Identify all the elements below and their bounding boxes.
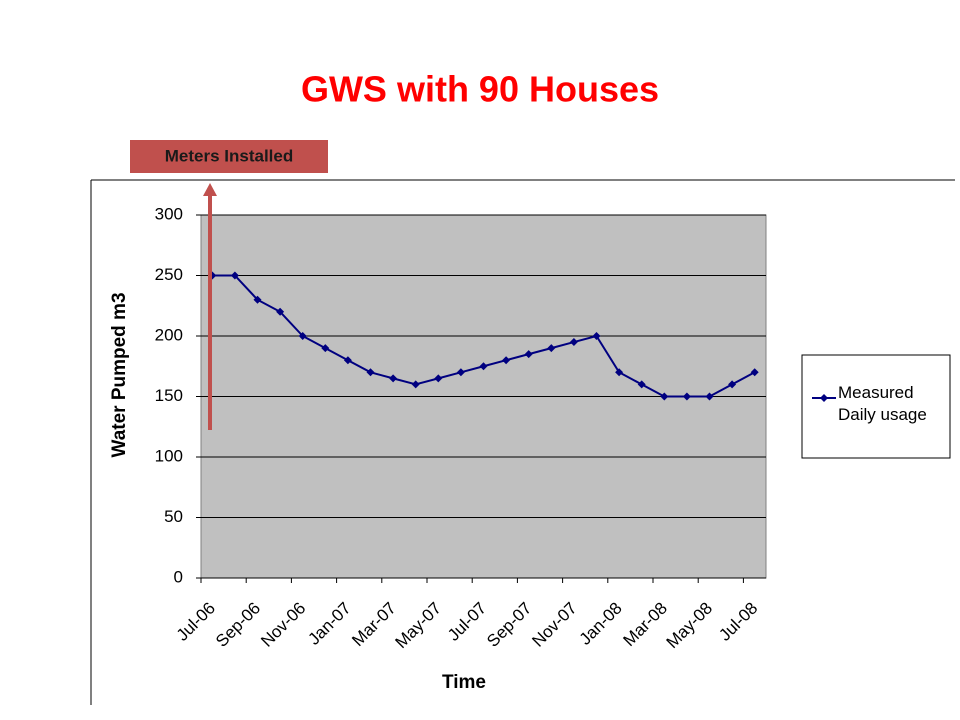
data-point bbox=[615, 368, 624, 377]
data-point bbox=[502, 356, 511, 365]
data-point bbox=[705, 392, 714, 401]
data-point bbox=[750, 368, 759, 377]
legend-label: Measured Daily usage bbox=[838, 383, 927, 424]
x-tick-label: Sep-06 bbox=[212, 599, 264, 651]
x-tick-label: Jan-07 bbox=[304, 599, 354, 649]
data-point bbox=[253, 295, 262, 304]
y-axis-label: Water Pumped m3 bbox=[109, 292, 130, 457]
data-point bbox=[456, 368, 465, 377]
data-point bbox=[321, 344, 330, 353]
x-tick-label: Nov-06 bbox=[257, 599, 309, 651]
data-point bbox=[637, 380, 646, 389]
x-tick-label: Jan-08 bbox=[576, 599, 626, 649]
data-point bbox=[547, 344, 556, 353]
y-tick-label: 0 bbox=[174, 567, 183, 586]
x-tick-label: May-08 bbox=[663, 599, 717, 653]
data-point bbox=[569, 338, 578, 347]
data-point bbox=[660, 392, 669, 401]
y-tick-label: 200 bbox=[155, 325, 183, 344]
legend-box bbox=[801, 354, 951, 459]
data-point bbox=[276, 307, 285, 316]
data-point bbox=[592, 332, 601, 340]
data-point bbox=[389, 374, 398, 383]
data-point bbox=[411, 380, 420, 389]
slide-title: GWS with 90 Houses bbox=[301, 69, 659, 110]
annotation-arrowhead bbox=[203, 183, 217, 196]
x-tick-label: Mar-08 bbox=[619, 599, 671, 651]
data-point bbox=[479, 362, 488, 371]
x-tick-label: Nov-07 bbox=[528, 599, 580, 651]
data-point bbox=[434, 374, 443, 383]
x-tick-label: Mar-07 bbox=[348, 599, 400, 651]
x-tick-label: Sep-07 bbox=[483, 599, 535, 651]
annotation: Meters Installed bbox=[165, 146, 294, 165]
y-tick-label: 100 bbox=[155, 446, 183, 465]
y-tick-label: 250 bbox=[155, 265, 183, 284]
data-point bbox=[343, 356, 352, 365]
data-point bbox=[230, 271, 239, 280]
x-tick-label: Jul-08 bbox=[715, 599, 761, 645]
y-tick-label: 300 bbox=[155, 204, 183, 223]
y-tick-label: 150 bbox=[155, 386, 183, 405]
data-point bbox=[682, 392, 691, 401]
annotation-box bbox=[130, 140, 328, 173]
data-point bbox=[524, 350, 533, 359]
legend-marker bbox=[820, 394, 828, 402]
data-point bbox=[298, 332, 307, 340]
x-axis-label: Time bbox=[442, 672, 486, 693]
data-point bbox=[728, 380, 737, 389]
data-point bbox=[366, 368, 375, 377]
x-tick-label: May-07 bbox=[391, 599, 445, 653]
y-tick-label: 50 bbox=[164, 507, 183, 526]
